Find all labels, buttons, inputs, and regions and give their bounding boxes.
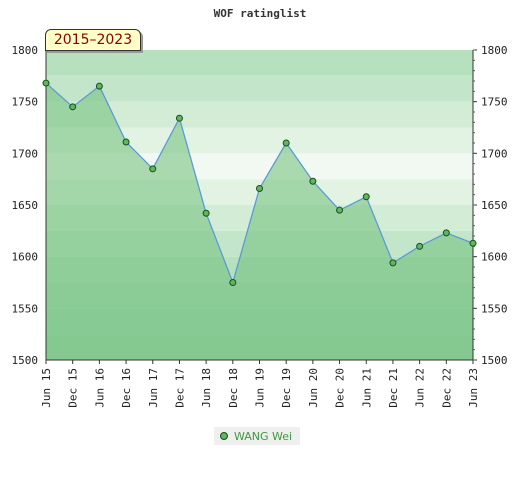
x-tick-label: Jun 17	[147, 368, 160, 408]
y-tick-label-left: 1700	[12, 147, 39, 160]
legend-marker	[220, 432, 228, 440]
y-tick-label-right: 1700	[481, 147, 508, 160]
x-tick-label: Jun 23	[467, 368, 480, 408]
legend[interactable]: WANG Wei	[214, 427, 301, 445]
data-point	[416, 242, 424, 250]
x-tick-label: Jun 18	[200, 368, 213, 408]
y-tick-label-left: 1650	[12, 199, 39, 212]
x-tick-label: Jun 19	[254, 368, 267, 408]
x-tick-label: Jun 15	[40, 368, 53, 408]
y-tick-label-right: 1650	[481, 199, 508, 212]
chart-title: WOF ratinglist	[214, 7, 307, 20]
x-tick-label: Dec 16	[120, 368, 133, 408]
data-point	[389, 259, 397, 267]
y-tick-label-left: 1600	[12, 251, 39, 264]
data-point	[442, 229, 450, 237]
y-tick-label-right: 1550	[481, 302, 508, 315]
x-tick-label: Jun 21	[360, 368, 373, 408]
data-point	[202, 209, 210, 217]
y-tick-label-left: 1500	[12, 354, 39, 367]
grid-band	[46, 50, 473, 76]
data-point	[309, 177, 317, 185]
y-tick-label-right: 1800	[481, 44, 508, 57]
date-range-badge: 2015–2023	[45, 29, 141, 51]
y-axis-right: 1500 1550 1600 1650 1700 1750 1800	[472, 44, 508, 367]
legend-label: WANG Wei	[234, 429, 293, 443]
x-tick-label: Dec 20	[334, 368, 347, 408]
y-tick-label-left: 1750	[12, 96, 39, 109]
data-point	[95, 82, 103, 90]
x-tick-label: Dec 22	[440, 368, 453, 408]
data-point	[282, 139, 290, 147]
series-area	[46, 83, 473, 361]
data-point	[42, 79, 50, 87]
y-tick-label-right: 1750	[481, 96, 508, 109]
y-axis-left: 1500 1550 1600 1650 1700 1750 1800	[12, 44, 47, 367]
y-tick-label-left: 1800	[12, 44, 39, 57]
y-tick-label-left: 1550	[12, 302, 39, 315]
data-point	[122, 138, 130, 146]
x-tick-label: Dec 19	[280, 368, 293, 408]
x-tick-label: Dec 21	[387, 368, 400, 408]
data-point	[175, 114, 183, 122]
data-point	[362, 193, 370, 201]
grid-band	[46, 75, 473, 102]
data-points	[42, 79, 477, 286]
data-point	[69, 103, 77, 111]
data-point	[149, 165, 157, 173]
data-point	[336, 206, 344, 214]
data-point	[256, 184, 263, 192]
x-tick-label: Jun 16	[93, 368, 106, 408]
x-tick-label: Dec 17	[173, 368, 186, 408]
x-tick-label: Jun 20	[307, 368, 320, 408]
x-tick-label: Dec 18	[227, 368, 240, 408]
x-axis: Jun 15 Dec 15 Jun 16 Dec 16 Jun 17 Dec 17 Jun …	[40, 359, 480, 408]
x-tick-label: Dec 15	[67, 368, 80, 408]
data-point	[229, 279, 237, 286]
y-tick-label-right: 1600	[481, 251, 508, 264]
x-tick-label: Jun 22	[414, 368, 427, 408]
y-tick-label-right: 1500	[481, 354, 508, 367]
data-point	[469, 239, 477, 247]
